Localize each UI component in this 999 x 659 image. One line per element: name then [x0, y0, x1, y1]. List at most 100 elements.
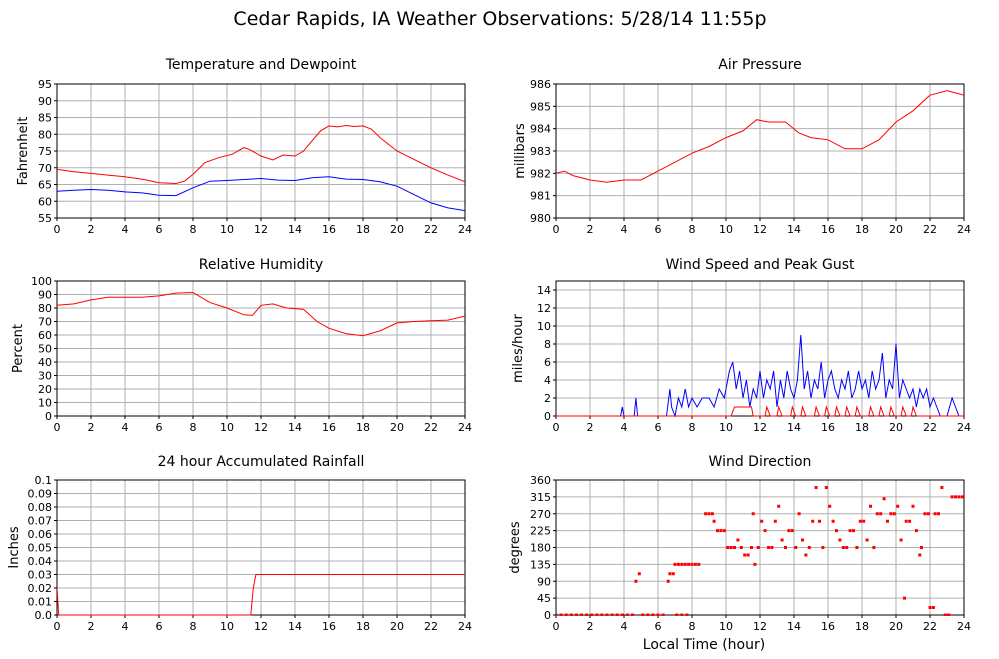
- temp-ytick-label-1: 60: [38, 195, 52, 208]
- dir-point-79: [841, 546, 845, 549]
- dir-point-75: [828, 504, 832, 508]
- temp-xtick-label-3: 6: [156, 223, 163, 236]
- dir-title: Wind Direction: [709, 454, 812, 470]
- wind-ytick-label-3: 6: [544, 356, 551, 369]
- dir-point-43: [722, 529, 726, 533]
- dir-point-88: [872, 546, 876, 549]
- wind-xtick-label-5: 10: [719, 421, 733, 434]
- dir-point-1: [559, 613, 563, 616]
- temp-series-line-1: [57, 176, 465, 212]
- dir-xtick-label-3: 6: [655, 620, 662, 633]
- pres-xtick-label-5: 10: [719, 223, 733, 236]
- dir-point-16: [634, 579, 638, 583]
- dir-point-48: [739, 546, 743, 549]
- dir-point-23: [666, 579, 670, 583]
- wind-xtick-label-0: 0: [553, 421, 560, 434]
- rain-xtick-label-8: 16: [322, 620, 336, 633]
- temp-xtick-label-10: 20: [390, 223, 404, 236]
- pres-ytick-label-2: 982: [530, 167, 551, 180]
- dir-point-71: [814, 486, 818, 489]
- dir-point-6: [585, 613, 589, 616]
- wind-ytick-label-0: 0: [544, 410, 551, 423]
- wind-xtick-label-3: 6: [655, 421, 662, 434]
- rain-xtick-label-6: 12: [254, 620, 268, 633]
- dir-point-42: [719, 529, 723, 533]
- pres-xtick-label-4: 8: [689, 223, 696, 236]
- rh-title: Relative Humidity: [199, 257, 323, 273]
- pres-xtick-label-6: 12: [753, 223, 767, 236]
- rh-xtick-label-7: 14: [288, 421, 302, 434]
- dir-point-52: [751, 512, 755, 516]
- dir-point-68: [804, 553, 808, 557]
- dir-point-28: [680, 562, 684, 566]
- wind-xtick-label-11: 22: [923, 421, 937, 434]
- rh-ytick-label-8: 80: [38, 302, 52, 315]
- pres-xtick-label-3: 6: [655, 223, 662, 236]
- temp-xtick-label-9: 18: [356, 223, 370, 236]
- dir-point-7: [590, 613, 594, 616]
- dir-point-22: [661, 613, 665, 616]
- rain-ytick-label-8: 0.08: [28, 501, 53, 514]
- dir-ytick-label-6: 270: [530, 508, 551, 521]
- dir-point-60: [777, 504, 781, 508]
- dir-point-90: [879, 512, 883, 516]
- rain-xtick-label-4: 8: [190, 620, 197, 633]
- rain-xtick-label-2: 4: [122, 620, 129, 633]
- rh-ytick-label-5: 50: [38, 343, 52, 356]
- dir-point-116: [960, 495, 964, 499]
- dir-point-64: [790, 529, 794, 533]
- dir-point-56: [763, 529, 767, 533]
- dir-point-105: [926, 512, 930, 516]
- rh-xtick-label-6: 12: [254, 421, 268, 434]
- dir-point-78: [838, 538, 842, 542]
- dir-xtick-label-11: 22: [923, 620, 937, 633]
- temp-series-line-0: [57, 124, 465, 185]
- dir-point-38: [707, 512, 711, 516]
- dir-ytick-label-7: 315: [530, 491, 551, 504]
- temp-ytick-label-7: 90: [38, 95, 52, 108]
- dir-point-115: [957, 495, 961, 499]
- rh-xtick-label-8: 16: [322, 421, 336, 434]
- wind-xtick-label-10: 20: [889, 421, 903, 434]
- rh-xtick-label-12: 24: [458, 421, 472, 434]
- rh-xtick-label-5: 10: [220, 421, 234, 434]
- temp-ytick-label-4: 75: [38, 145, 52, 158]
- dir-point-40: [712, 519, 716, 523]
- rain-xtick-label-1: 2: [88, 620, 95, 633]
- wind-xtick-label-1: 2: [587, 421, 594, 434]
- rain-ytick-label-10: 0.1: [35, 474, 53, 487]
- wind-title: Wind Speed and Peak Gust: [666, 257, 855, 273]
- dir-point-25: [671, 572, 675, 576]
- pres-xtick-label-11: 22: [923, 223, 937, 236]
- dir-ytick-label-4: 180: [530, 542, 551, 555]
- dir-xtick-label-5: 10: [719, 620, 733, 633]
- pres-ytick-label-5: 985: [530, 100, 551, 113]
- dir-point-66: [797, 512, 801, 516]
- dir-point-54: [756, 546, 760, 549]
- dir-point-97: [903, 596, 906, 600]
- pres-xtick-label-0: 0: [553, 223, 560, 236]
- temp-xtick-label-11: 22: [424, 223, 438, 236]
- dir-point-100: [911, 504, 915, 508]
- dir-point-91: [882, 497, 886, 501]
- wind-ylabel: miles/hour: [511, 313, 526, 382]
- wind-xtick-label-4: 8: [689, 421, 696, 434]
- dir-point-34: [675, 613, 679, 616]
- pres-xtick-label-9: 18: [855, 223, 869, 236]
- rain-ytick-label-3: 0.03: [28, 569, 53, 582]
- dir-point-35: [680, 613, 684, 616]
- rain-ytick-label-0: 0.0: [35, 609, 53, 622]
- dir-xtick-label-1: 2: [587, 620, 594, 633]
- dir-point-49: [743, 553, 747, 557]
- rh-xtick-label-0: 0: [54, 421, 61, 434]
- dir-point-32: [693, 562, 697, 566]
- dir-point-95: [896, 504, 900, 508]
- dir-point-106: [928, 606, 932, 609]
- rain-xtick-label-3: 6: [156, 620, 163, 633]
- dir-point-4: [574, 613, 578, 616]
- dir-series-0: [556, 486, 964, 616]
- rh-xtick-label-11: 22: [424, 421, 438, 434]
- dir-point-85: [862, 519, 866, 523]
- dir-point-112: [947, 613, 951, 616]
